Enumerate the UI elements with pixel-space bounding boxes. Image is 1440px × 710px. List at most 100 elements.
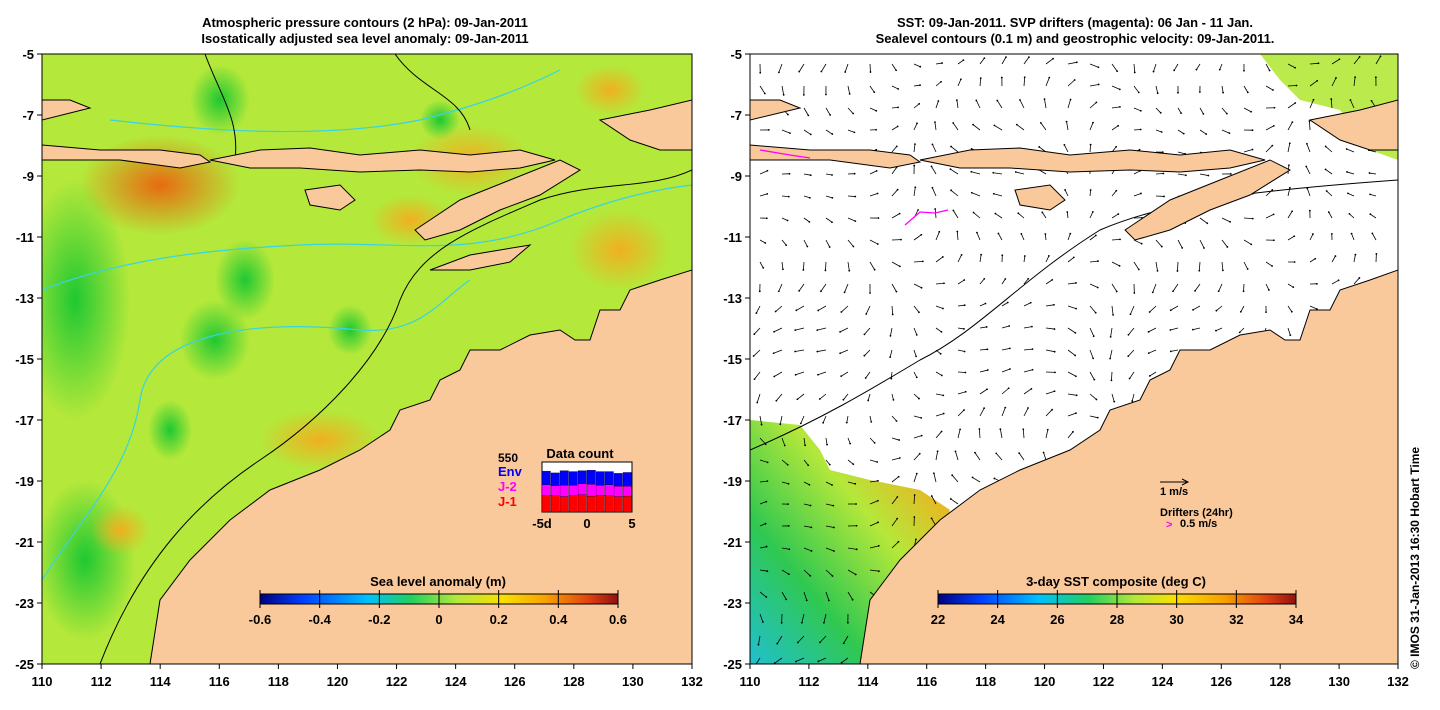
velocity-arrow bbox=[1111, 106, 1120, 109]
anomaly-blob bbox=[90, 505, 150, 555]
velocity-arrowhead bbox=[999, 428, 1002, 431]
velocity-arrowhead bbox=[808, 196, 811, 199]
velocity-arrow bbox=[759, 569, 768, 572]
velocity-arrowhead bbox=[1169, 309, 1172, 312]
velocity-arrow bbox=[1041, 212, 1047, 219]
velocity-arrow bbox=[1066, 211, 1069, 219]
colorbar-tick-label: 34 bbox=[1289, 612, 1304, 627]
velocity-arrowhead bbox=[762, 266, 765, 269]
velocity-arrowhead bbox=[914, 143, 916, 146]
velocity-arrowhead bbox=[832, 504, 835, 507]
velocity-arrowhead bbox=[1140, 192, 1142, 195]
velocity-arrowhead bbox=[1128, 377, 1131, 380]
velocity-arrowhead bbox=[1315, 282, 1318, 285]
velocity-arrow bbox=[1089, 189, 1092, 197]
lon-tick-label: 128 bbox=[563, 674, 585, 689]
velocity-arrow bbox=[1369, 193, 1377, 197]
velocity-arrow bbox=[1265, 283, 1270, 291]
inset-bar-j-2 bbox=[604, 484, 614, 496]
velocity-arrowhead bbox=[920, 434, 923, 437]
velocity-arrow bbox=[1045, 390, 1055, 395]
velocity-arrowhead bbox=[1094, 664, 1096, 666]
velocity-arrowhead bbox=[817, 309, 820, 312]
velocity-arrow bbox=[803, 173, 811, 176]
velocity-arrow bbox=[1133, 193, 1142, 197]
velocity-arrow bbox=[869, 545, 879, 549]
anomaly-blob bbox=[148, 400, 192, 460]
inset-bars bbox=[541, 470, 632, 513]
velocity-arrowhead bbox=[764, 242, 767, 244]
velocity-arrow bbox=[1067, 99, 1071, 109]
velocity-arrowhead bbox=[805, 599, 808, 602]
velocity-arrow bbox=[1309, 99, 1314, 109]
inset-bar-env bbox=[613, 473, 623, 487]
velocity-arrow bbox=[1023, 255, 1026, 263]
colorbar-tick-label: 0.2 bbox=[490, 612, 508, 627]
velocity-arrowhead bbox=[864, 377, 867, 379]
velocity-arrow bbox=[1089, 84, 1099, 87]
velocity-arrowhead bbox=[820, 290, 822, 293]
velocity-arrow bbox=[934, 122, 937, 131]
velocity-arrow bbox=[1022, 429, 1025, 439]
velocity-arrowhead bbox=[765, 217, 768, 220]
velocity-arrowhead bbox=[1119, 105, 1121, 108]
velocity-arrow bbox=[913, 415, 922, 419]
velocity-arrow bbox=[847, 217, 856, 222]
velocity-arrowhead bbox=[940, 430, 943, 433]
velocity-arrow bbox=[993, 172, 1003, 175]
velocity-arrow bbox=[802, 261, 805, 270]
velocity-arrowhead bbox=[1140, 242, 1143, 245]
velocity-arrowhead bbox=[1334, 255, 1337, 257]
velocity-arrowhead bbox=[1039, 121, 1042, 124]
velocity-arrow bbox=[869, 480, 878, 483]
velocity-arrow bbox=[825, 569, 833, 577]
velocity-arrow bbox=[1347, 193, 1355, 197]
velocity-arrow bbox=[825, 591, 830, 601]
velocity-arrowhead bbox=[865, 313, 868, 315]
velocity-arrowhead bbox=[757, 643, 760, 646]
velocity-arrow bbox=[1155, 107, 1161, 114]
velocity-arrowhead bbox=[1074, 354, 1077, 357]
velocity-arrowhead bbox=[1053, 390, 1056, 393]
velocity-arrowhead bbox=[942, 307, 944, 310]
velocity-arrow bbox=[950, 168, 959, 175]
velocity-arrowhead bbox=[1239, 310, 1242, 313]
velocity-arrowhead bbox=[1294, 102, 1297, 104]
velocity-arrowhead bbox=[1306, 187, 1309, 190]
velocity-arrow bbox=[1067, 393, 1077, 396]
velocity-arrow bbox=[1330, 99, 1333, 109]
velocity-arrowhead bbox=[855, 548, 858, 551]
right-colorbar-label: 3-day SST composite (deg C) bbox=[1026, 574, 1206, 589]
velocity-arrowhead bbox=[787, 482, 790, 485]
velocity-arrow bbox=[957, 59, 964, 65]
velocity-arrow bbox=[1173, 63, 1179, 71]
velocity-arrow bbox=[840, 371, 849, 377]
velocity-arrow bbox=[1170, 349, 1179, 352]
velocity-arrow bbox=[979, 78, 982, 87]
velocity-arrow bbox=[1045, 304, 1054, 307]
anomaly-blob bbox=[328, 305, 372, 355]
velocity-arrow bbox=[1368, 149, 1377, 153]
velocity-arrowhead bbox=[798, 289, 801, 292]
velocity-arrow bbox=[759, 85, 766, 94]
velocity-arrow bbox=[1040, 122, 1047, 131]
velocity-arrow bbox=[803, 129, 811, 135]
velocity-arrow bbox=[781, 239, 787, 246]
velocity-arrow bbox=[1111, 125, 1119, 131]
velocity-arrow bbox=[1089, 371, 1095, 380]
velocity-arrowhead bbox=[1160, 131, 1163, 133]
velocity-arrowhead bbox=[918, 311, 920, 314]
velocity-arrowhead bbox=[1312, 98, 1315, 101]
velocity-arrowhead bbox=[915, 538, 917, 541]
inset-bar-env bbox=[586, 470, 596, 485]
velocity-arrowhead bbox=[1222, 91, 1225, 94]
velocity-arrowhead bbox=[799, 422, 802, 425]
timor-land bbox=[414, 159, 582, 241]
velocity-arrowhead bbox=[823, 621, 825, 624]
velocity-arrowhead bbox=[941, 62, 943, 64]
velocity-arrowhead bbox=[1004, 278, 1007, 280]
velocity-arrow bbox=[1064, 189, 1069, 197]
velocity-arrowhead bbox=[1316, 79, 1319, 82]
velocity-arrowhead bbox=[1162, 172, 1165, 175]
velocity-arrow bbox=[803, 107, 809, 116]
